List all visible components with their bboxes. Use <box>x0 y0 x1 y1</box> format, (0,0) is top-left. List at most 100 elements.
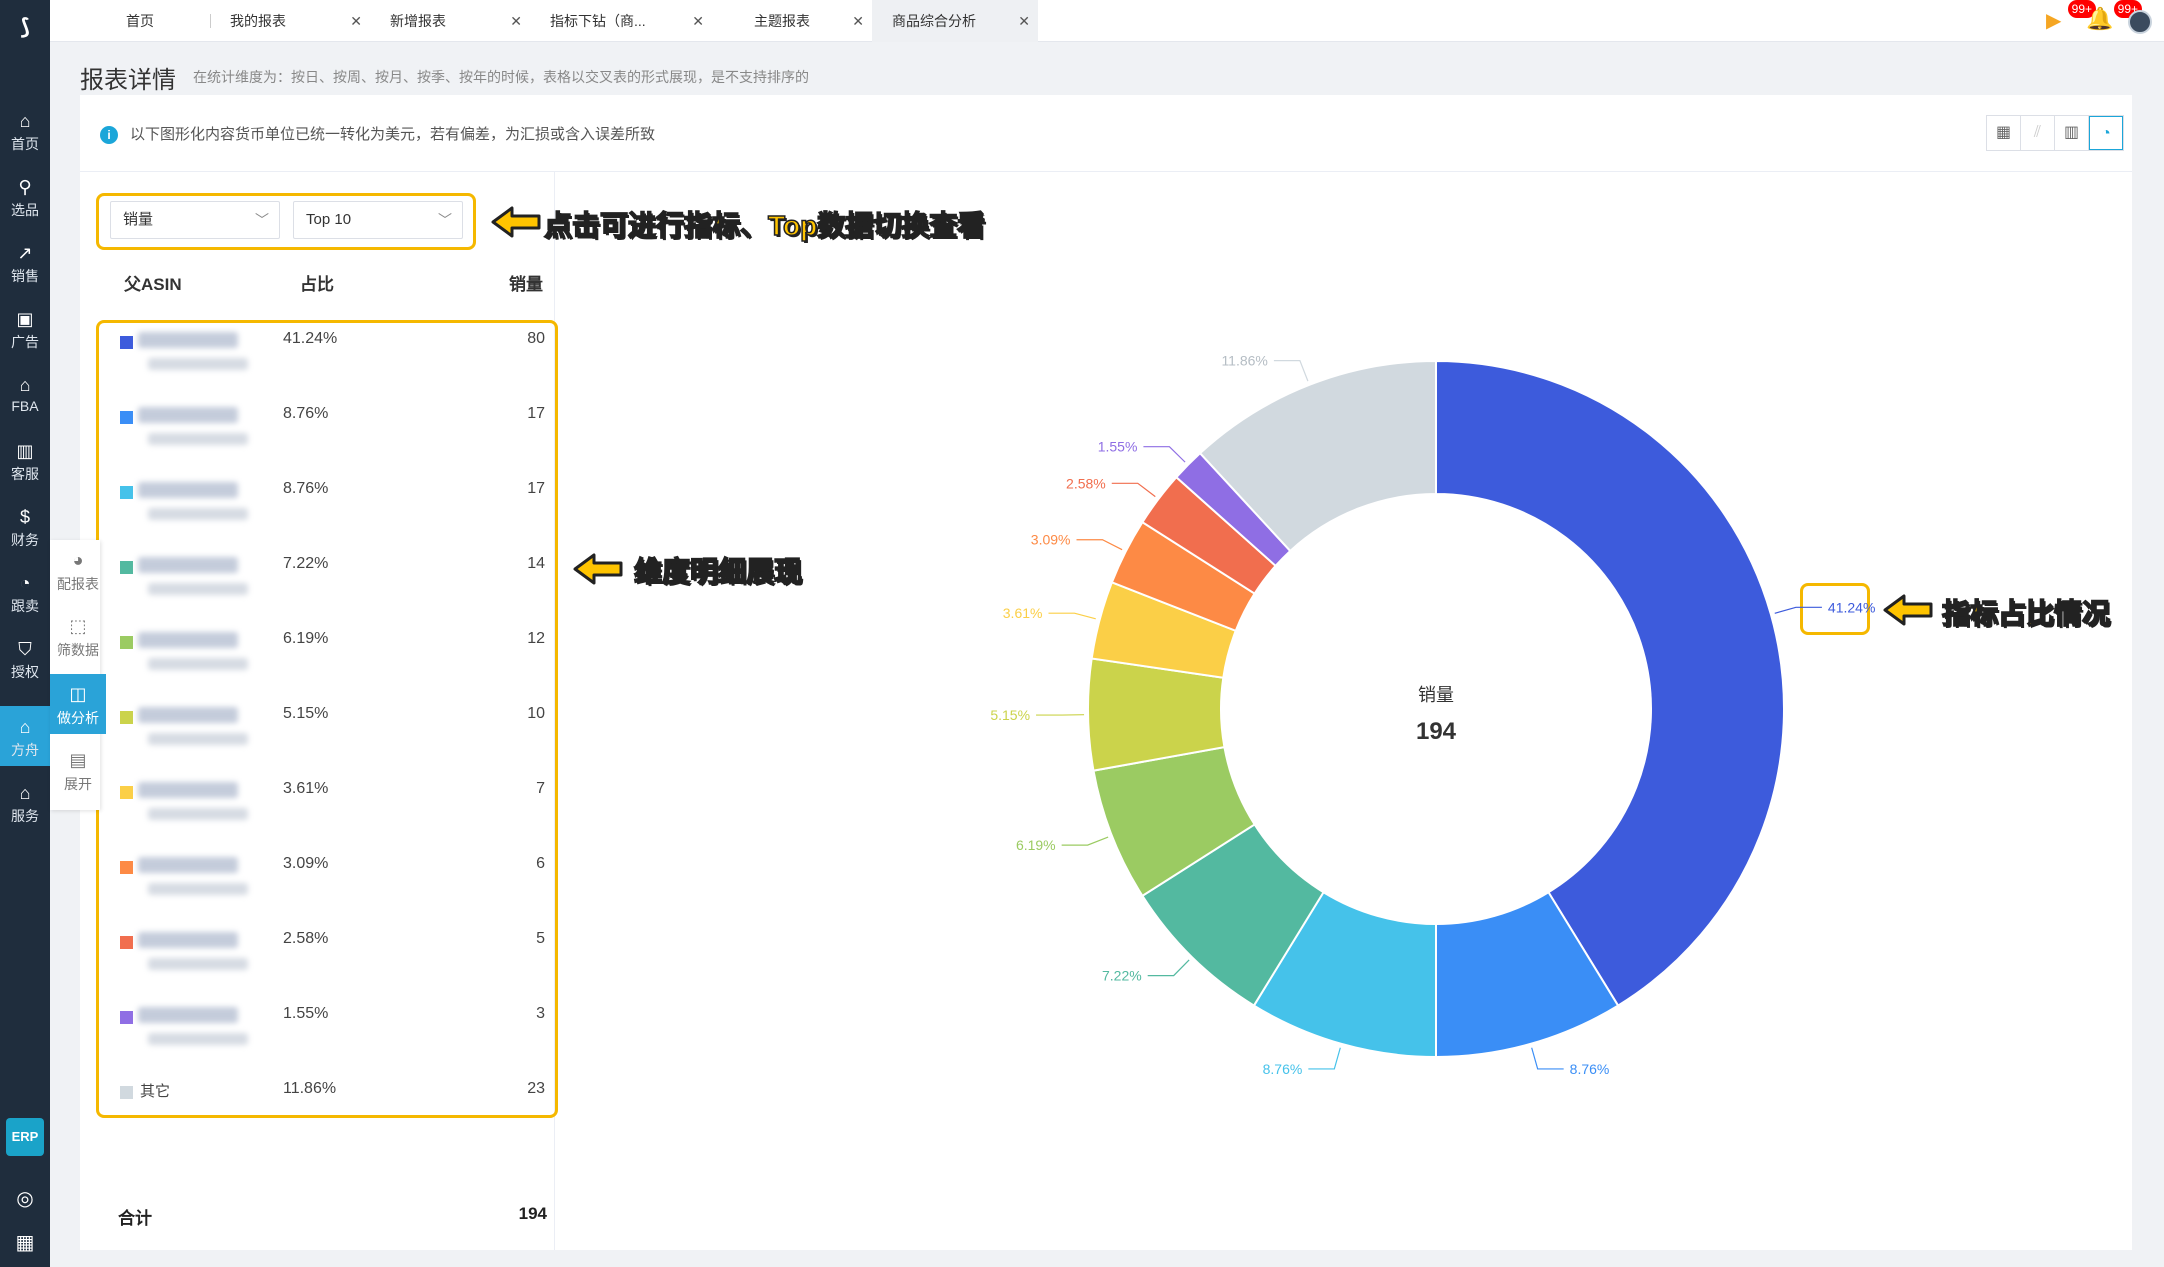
slice-label: 2.58% <box>1066 475 1106 491</box>
center-label: 销量 <box>1418 685 1454 705</box>
metric-select-value: 销量 <box>123 211 154 228</box>
chart-icon: ⬚ <box>69 616 87 636</box>
nav-item-7[interactable]: ◔ 跟卖 <box>0 562 50 622</box>
annotation-share: 指标占比情况 <box>1941 597 2111 630</box>
slice-label: 8.76% <box>1570 1061 1610 1077</box>
table-row[interactable]: 6.19% 12 <box>80 620 555 695</box>
tab-product-analysis[interactable]: 商品综合分析 ✕ <box>872 0 1038 42</box>
tab-new-report[interactable]: 新增报表 ✕ <box>370 0 530 42</box>
row-value: 17 <box>527 480 545 497</box>
shield-icon: ⛉ <box>18 639 32 659</box>
pie-view-icon[interactable]: ◔ <box>2089 116 2123 150</box>
nav-item-10[interactable]: ⌂ 服务 <box>0 772 50 832</box>
tab-bar: 首页 我的报表 ✕ 新增报表 ✕ 指标下钻（商... ✕ 主题报表 ✕ 商品综合… <box>50 0 2164 42</box>
top-select[interactable]: Top 10 ﹀ <box>293 201 463 239</box>
table-row[interactable]: 8.76% 17 <box>80 470 555 545</box>
gift-icon[interactable]: ▦ <box>15 1232 35 1254</box>
metric-select[interactable]: 销量 ﹀ <box>110 201 280 239</box>
tab-drilldown[interactable]: 指标下钻（商... ✕ <box>530 0 712 42</box>
nav-item-0[interactable]: ⌂ 首页 <box>0 100 50 160</box>
flag-icon[interactable]: ▶ <box>2046 10 2062 32</box>
filter-data-tool[interactable]: ⬚ 筛数据 <box>50 606 106 666</box>
tab-home[interactable]: 首页 <box>70 0 211 42</box>
table-row[interactable]: 8.76% 17 <box>80 395 555 470</box>
total-row: 合计 194 <box>80 1200 555 1230</box>
nav-item-2[interactable]: ↗ 销售 <box>0 232 50 292</box>
header-pct[interactable]: 占比 <box>300 275 334 294</box>
logo-icon[interactable]: ⟆ <box>19 14 31 39</box>
label-leader-line <box>1273 360 1309 382</box>
blurred-asin-sub <box>148 1033 248 1045</box>
table-row[interactable]: 3.61% 7 <box>80 770 555 845</box>
table-row[interactable]: 其它 11.86% 23 <box>80 1070 555 1145</box>
nav-item-5[interactable]: ▥ 客服 <box>0 430 50 490</box>
row-pct: 8.76% <box>283 405 329 422</box>
slice-label: 41.24% <box>1828 599 1875 615</box>
color-swatch <box>120 786 133 799</box>
annotation-switch: 点击可进行指标、Top数据切换查看 <box>543 209 986 242</box>
search-icon: ⚲ <box>18 177 32 197</box>
help-icon[interactable]: ◎ <box>16 1188 34 1210</box>
tab-label: 指标下钻（商... <box>550 13 646 29</box>
nav-item-1[interactable]: ⚲ 选品 <box>0 166 50 226</box>
blurred-asin-sub <box>148 583 248 595</box>
nav-label: 广告 <box>11 334 39 350</box>
nav-label: 首页 <box>11 136 39 152</box>
row-value: 17 <box>527 405 545 422</box>
donut-slice[interactable] <box>1435 359 1785 1007</box>
config-report-tool[interactable]: ◕ 配报表 <box>50 540 106 600</box>
table-row[interactable]: 7.22% 14 <box>80 545 555 620</box>
row-name: 其它 <box>140 1083 171 1100</box>
bar-view-icon[interactable]: ▥ <box>2055 116 2089 150</box>
table-row[interactable]: 1.55% 3 <box>80 995 555 1070</box>
nav-item-6[interactable]: $ 财务 <box>0 496 50 556</box>
header-asin[interactable]: 父ASIN <box>124 275 182 294</box>
erp-button[interactable]: ERP <box>6 1118 44 1156</box>
table-row[interactable]: 2.58% 5 <box>80 920 555 995</box>
nav-item-8[interactable]: ⛉ 授权 <box>0 628 50 688</box>
analysis-icon: ◫ <box>69 684 87 704</box>
top-select-value: Top 10 <box>306 211 352 228</box>
row-pct: 6.19% <box>283 630 329 647</box>
slice-label: 11.86% <box>1221 353 1267 369</box>
nav-label: 跟卖 <box>11 598 39 614</box>
nav-item-9[interactable]: ⌂ 方舟 <box>0 706 50 766</box>
nav-item-3[interactable]: ▣ 广告 <box>0 298 50 358</box>
close-icon[interactable]: ✕ <box>510 13 522 29</box>
expand-icon: ▤ <box>69 750 87 770</box>
dollar-icon: $ <box>19 507 30 527</box>
side-tools: ◕ 配报表 ⬚ 筛数据 ◫ 做分析 ▤ 展开 <box>50 540 106 810</box>
blurred-asin-sub <box>148 433 248 445</box>
label-leader-line <box>1061 836 1109 846</box>
chevron-down-icon: ﹀ <box>438 212 452 228</box>
donut-slice[interactable] <box>1198 359 1437 553</box>
close-icon[interactable]: ✕ <box>692 13 704 29</box>
close-icon[interactable]: ✕ <box>1018 13 1030 29</box>
table-row[interactable]: 41.24% 80 <box>80 320 555 395</box>
trend-icon: ↗ <box>17 243 33 263</box>
blurred-asin-sub <box>148 958 248 970</box>
row-pct: 8.76% <box>283 480 329 497</box>
close-icon[interactable]: ✕ <box>350 13 362 29</box>
tab-theme-report[interactable]: 主题报表 ✕ <box>712 0 872 42</box>
nav-label: 销售 <box>11 268 39 284</box>
nav-item-4[interactable]: ⌂ FBA <box>0 364 50 424</box>
table-row[interactable]: 3.09% 6 <box>80 845 555 920</box>
analysis-tool[interactable]: ◫ 做分析 <box>50 674 106 734</box>
header-val[interactable]: 销量 <box>509 275 543 294</box>
slice-label: 1.55% <box>1098 439 1138 455</box>
arrow-left-icon <box>1883 594 1933 626</box>
nav-label: 选品 <box>11 202 39 218</box>
row-value: 23 <box>527 1080 545 1097</box>
table-row[interactable]: 5.15% 10 <box>80 695 555 770</box>
color-swatch <box>120 561 133 574</box>
table-view-icon[interactable]: ▦ <box>1987 116 2021 150</box>
row-value: 6 <box>536 855 545 872</box>
tab-my-reports[interactable]: 我的报表 ✕ <box>210 0 370 42</box>
close-icon[interactable]: ✕ <box>852 13 864 29</box>
color-swatch <box>120 711 133 724</box>
expand-tool[interactable]: ▤ 展开 <box>50 740 106 800</box>
avatar[interactable] <box>2128 10 2152 34</box>
line-view-icon[interactable]: ⫽ <box>2021 116 2055 150</box>
